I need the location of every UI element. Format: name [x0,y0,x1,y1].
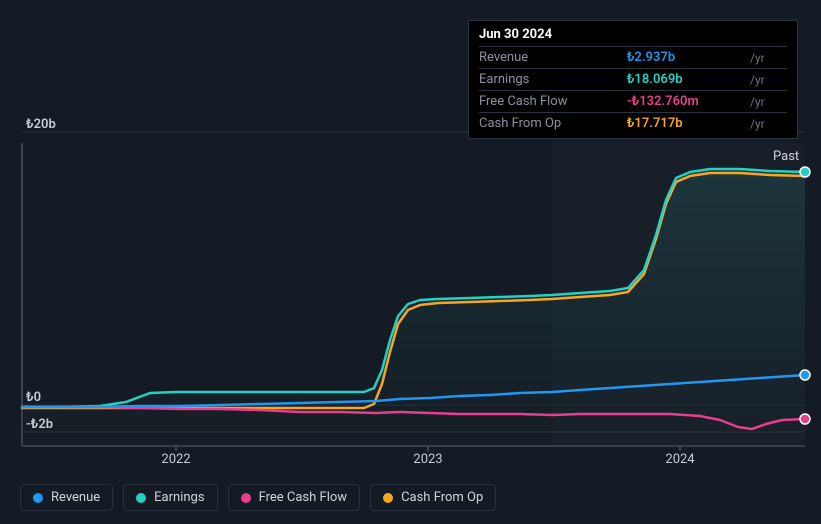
tooltip-row-suffix: /yr [747,91,787,113]
tooltip-row-value: ₺17.717b [627,113,747,135]
legend-item-label: Cash From Op [401,490,483,505]
legend-item-fcf[interactable]: Free Cash Flow [228,484,360,511]
legend-item-revenue[interactable]: Revenue [20,484,113,511]
chart-tooltip: Jun 30 2024 Revenue₺2.937b/yrEarnings₺18… [468,20,798,139]
legend-dot-icon [383,493,393,503]
x-axis-tick-label: 2024 [665,452,694,467]
tooltip-row-suffix: /yr [747,47,787,69]
tooltip-row-value: -₺132.760m [627,91,747,113]
legend-dot-icon [241,493,251,503]
legend-dot-icon [33,493,43,503]
tooltip-date: Jun 30 2024 [479,27,787,46]
tooltip-row: Revenue₺2.937b/yr [479,47,787,69]
y-axis-tick-label: ₺0 [26,390,41,405]
chart-legend: Revenue Earnings Free Cash Flow Cash From O… [20,484,496,511]
tooltip-row-suffix: /yr [747,69,787,91]
x-axis-tick-label: 2023 [413,452,442,467]
tooltip-row-label: Cash From Op [479,113,627,135]
legend-dot-icon [136,493,146,503]
legend-item-label: Free Cash Flow [259,490,347,505]
y-axis-tick-label: ₺20b [26,117,56,132]
x-axis-tick-label: 2022 [161,452,190,467]
tooltip-row: Free Cash Flow-₺132.760m/yr [479,91,787,113]
tooltip-row-suffix: /yr [747,113,787,135]
legend-item-cashop[interactable]: Cash From Op [370,484,496,511]
tooltip-row-label: Free Cash Flow [479,91,627,113]
tooltip-row-value: ₺2.937b [627,47,747,69]
tooltip-table: Revenue₺2.937b/yrEarnings₺18.069b/yrFree… [479,46,787,134]
tooltip-row-label: Earnings [479,69,627,91]
tooltip-row-label: Revenue [479,47,627,69]
legend-item-label: Revenue [51,490,100,505]
tooltip-row-value: ₺18.069b [627,69,747,91]
past-region-label: Past [773,149,799,164]
legend-item-label: Earnings [154,490,204,505]
legend-item-earnings[interactable]: Earnings [123,484,217,511]
tooltip-row: Cash From Op₺17.717b/yr [479,113,787,135]
financial-chart: Jun 30 2024 Revenue₺2.937b/yrEarnings₺18… [0,0,821,524]
tooltip-row: Earnings₺18.069b/yr [479,69,787,91]
y-axis-tick-label: -₺2b [26,417,53,432]
